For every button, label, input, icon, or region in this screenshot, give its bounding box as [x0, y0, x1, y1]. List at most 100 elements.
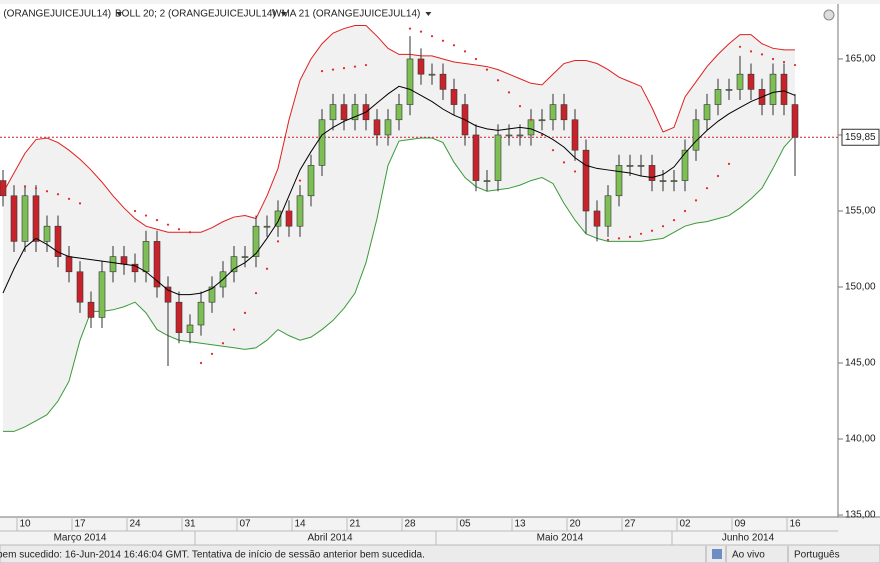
- legend-dropdown[interactable]: [425, 12, 432, 16]
- candle-body: [648, 165, 656, 181]
- status-icon[interactable]: [712, 549, 722, 559]
- y-tick-label: 165,00: [845, 54, 876, 65]
- candle-body: [626, 165, 634, 167]
- sar-dot: [573, 170, 577, 173]
- sar-dot: [342, 66, 346, 70]
- candle-body: [340, 104, 348, 121]
- candle-body: [329, 104, 337, 121]
- sar-dot: [23, 185, 27, 188]
- sar-dot: [496, 79, 500, 82]
- candle-body: [0, 180, 7, 197]
- legend-dropdown[interactable]: [280, 12, 287, 16]
- candle-body: [131, 263, 139, 273]
- sar-dot: [551, 149, 555, 152]
- candle-body: [769, 73, 777, 105]
- sar-dot: [705, 187, 709, 190]
- candle-body: [703, 104, 711, 121]
- candle-body: [714, 89, 722, 105]
- x-tick-label: 05: [459, 519, 471, 530]
- sar-dot: [683, 209, 687, 213]
- sar-dot: [265, 267, 269, 270]
- x-tick-label: 14: [294, 519, 306, 530]
- sar-dot: [441, 39, 445, 42]
- sar-dot: [78, 202, 82, 205]
- status-bar: [0, 544, 880, 563]
- legend-dropdown[interactable]: [116, 12, 123, 16]
- sar-dot: [276, 240, 280, 243]
- legend-entry: WMA 21 (ORANGEJUICEJUL14): [272, 9, 420, 20]
- sar-dot: [155, 219, 159, 222]
- status-mode: Ao vivo: [732, 550, 765, 561]
- sar-dot: [738, 45, 742, 48]
- x-tick-label: 27: [624, 519, 636, 530]
- candle-body: [142, 241, 150, 273]
- candle-body: [384, 119, 392, 136]
- sar-dot: [628, 235, 632, 238]
- sar-dot: [507, 91, 511, 94]
- sar-dot: [793, 63, 797, 67]
- candle-body: [296, 195, 304, 227]
- candle-body: [274, 210, 282, 227]
- sar-dot: [485, 68, 489, 71]
- sar-dot: [56, 193, 60, 196]
- sar-dot: [694, 199, 698, 202]
- sar-dot: [133, 209, 137, 213]
- sar-dot: [650, 229, 654, 232]
- sar-dot: [672, 219, 676, 222]
- x-tick-label: 20: [569, 519, 581, 530]
- candle-body: [351, 104, 359, 121]
- band-upper: [2, 25, 795, 233]
- candle-body: [109, 256, 117, 273]
- sar-dot: [716, 174, 720, 178]
- x-tick-label: 28: [404, 519, 416, 530]
- sar-dot: [419, 30, 423, 33]
- x-tick-label: 10: [19, 519, 31, 530]
- y-tick-label: 145,00: [845, 358, 876, 369]
- candle-body: [450, 89, 458, 105]
- candle-body: [32, 195, 40, 242]
- candle-body: [505, 134, 513, 137]
- candle-body: [76, 271, 84, 303]
- candle-body: [439, 73, 447, 90]
- sar-dot: [221, 342, 225, 345]
- candle-body: [175, 301, 183, 333]
- x-tick-label: 24: [129, 519, 141, 530]
- sar-dot: [45, 190, 49, 193]
- candle-body: [10, 195, 18, 242]
- candle-body: [21, 195, 29, 242]
- candle-body: [406, 58, 414, 105]
- month-label: Junho 2014: [722, 533, 775, 544]
- settings-icon[interactable]: [823, 9, 835, 21]
- sar-dot: [760, 53, 764, 56]
- candle-body: [230, 256, 238, 273]
- month-label: Março 2014: [54, 533, 107, 544]
- sar-dot: [364, 63, 368, 67]
- status-message: bem sucedido: 16-Jun-2014 16:46:04 GMT. …: [0, 550, 425, 561]
- sar-dot: [287, 209, 291, 213]
- candle-body: [417, 58, 425, 75]
- sar-dot: [661, 225, 665, 228]
- sar-dot: [474, 57, 478, 61]
- status-language: Português: [794, 550, 840, 561]
- last-price-box: [841, 128, 880, 146]
- candle-body: [494, 134, 502, 181]
- sar-dot: [749, 50, 753, 53]
- candle-body: [527, 119, 535, 136]
- candle-body: [659, 180, 667, 182]
- wma-line: [2, 85, 796, 296]
- sar-dot: [430, 35, 434, 38]
- candle-body: [395, 104, 403, 121]
- sar-dot: [254, 291, 258, 295]
- last-price-label: 159,85: [845, 132, 876, 143]
- x-tick-label: 16: [789, 519, 801, 530]
- candle-body: [164, 286, 172, 303]
- candle-body: [54, 225, 62, 257]
- sar-dot: [353, 65, 357, 68]
- candle-body: [120, 256, 128, 265]
- x-tick-label: 31: [184, 519, 196, 530]
- sar-dot: [243, 311, 247, 314]
- sar-dot: [232, 328, 236, 331]
- candle-body: [307, 165, 315, 197]
- sar-dot: [518, 104, 522, 108]
- sar-dot: [188, 231, 192, 234]
